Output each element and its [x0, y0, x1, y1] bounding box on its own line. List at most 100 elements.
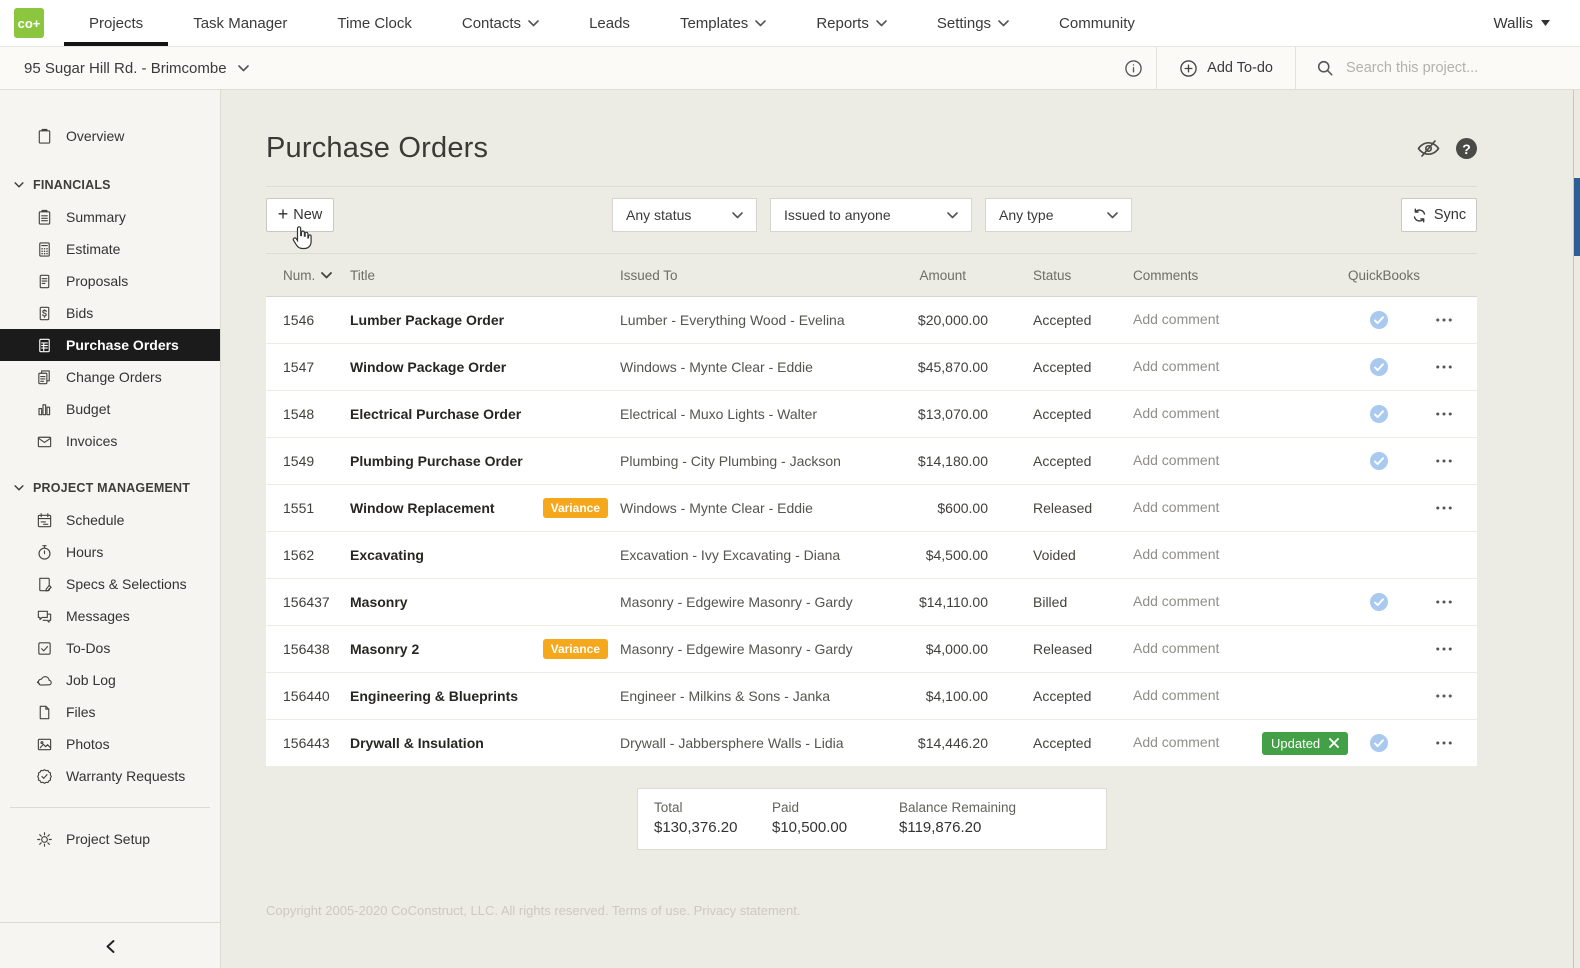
search-input[interactable]	[1346, 60, 1536, 76]
user-menu[interactable]: Wallis	[1494, 0, 1580, 46]
sidebar-section-financials[interactable]: FINANCIALS	[0, 169, 220, 201]
sidebar-item-messages[interactable]: Messages	[0, 600, 220, 632]
nav-item-projects[interactable]: Projects	[64, 0, 169, 46]
table-row[interactable]: 1546 Lumber Package Order Lumber - Everyth…	[266, 297, 1477, 344]
sidebar-item-label: Messages	[66, 608, 130, 624]
sidebar-item-change-orders[interactable]: Change Orders	[0, 361, 220, 393]
add-comment-link[interactable]: Add comment	[1133, 311, 1220, 327]
eye-slash-icon[interactable]	[1416, 138, 1441, 159]
type-filter-dropdown[interactable]: Any type	[985, 198, 1132, 232]
po-issued-to: Windows - Mynte Clear - Eddie	[620, 359, 813, 375]
row-menu-button[interactable]	[1432, 408, 1456, 420]
main-nav: Projects Task Manager Time Clock Contacts Le…	[64, 0, 1160, 46]
po-quickbooks-cell	[1348, 452, 1410, 470]
row-menu-button[interactable]	[1432, 690, 1456, 702]
sidebar-item-warranty-requests[interactable]: Warranty Requests	[0, 760, 220, 792]
column-header-num[interactable]: Num.	[283, 268, 350, 283]
nav-item-time-clock[interactable]: Time Clock	[312, 0, 436, 46]
status-filter-dropdown[interactable]: Any status	[612, 198, 757, 232]
po-menu-cell	[1410, 737, 1477, 749]
sync-button[interactable]: Sync	[1401, 198, 1477, 232]
row-menu-button[interactable]	[1432, 502, 1456, 514]
nav-item-settings[interactable]: Settings	[912, 0, 1034, 46]
sidebar-section-project-management[interactable]: PROJECT MANAGEMENT	[0, 472, 220, 504]
sidebar-item-purchase-orders[interactable]: Purchase Orders	[0, 329, 220, 361]
sidebar-collapse-button[interactable]	[0, 922, 220, 968]
nav-item-leads[interactable]: Leads	[564, 0, 655, 46]
row-menu-button[interactable]	[1432, 643, 1456, 655]
sidebar-item-bids[interactable]: Bids	[0, 297, 220, 329]
add-comment-link[interactable]: Add comment	[1133, 546, 1220, 562]
add-todo-button[interactable]: Add To-do	[1157, 47, 1295, 89]
po-title-cell: Excavating	[350, 547, 620, 563]
table-row[interactable]: 156440 Engineering & Blueprints Engineer -…	[266, 673, 1477, 720]
sidebar-item-to-dos[interactable]: To-Dos	[0, 632, 220, 664]
divider	[266, 186, 1477, 187]
add-comment-link[interactable]: Add comment	[1133, 405, 1220, 421]
sidebar-item-files[interactable]: Files	[0, 696, 220, 728]
scrollbar[interactable]	[1573, 88, 1580, 968]
sidebar-item-schedule[interactable]: Schedule	[0, 504, 220, 536]
sidebar-item-overview[interactable]: Overview	[0, 120, 220, 152]
sidebar-item-estimate[interactable]: Estimate	[0, 233, 220, 265]
nav-item-label: Task Manager	[193, 14, 288, 32]
sidebar-item-specs-selections[interactable]: Specs & Selections	[0, 568, 220, 600]
table-row[interactable]: 1549 Plumbing Purchase Order Plumbing - Ci…	[266, 438, 1477, 485]
add-comment-link[interactable]: Add comment	[1133, 734, 1220, 750]
row-menu-button[interactable]	[1432, 455, 1456, 467]
table-row[interactable]: 156437 Masonry Masonry - Edgewire Masonry …	[266, 579, 1477, 626]
po-menu-cell	[1410, 643, 1477, 655]
table-row[interactable]: 156438 Masonry 2 Variance Masonry - Edgewir…	[266, 626, 1477, 673]
row-menu-button[interactable]	[1432, 737, 1456, 749]
sidebar-item-label: Estimate	[66, 241, 121, 257]
add-comment-link[interactable]: Add comment	[1133, 687, 1220, 703]
row-menu-button[interactable]	[1432, 314, 1456, 326]
table-row[interactable]: 1562 Excavating Excavation - Ivy Excavatin…	[266, 532, 1477, 579]
project-info-button[interactable]	[1110, 47, 1156, 89]
top-nav: co+ Projects Task Manager Time Clock Contac…	[0, 0, 1580, 47]
summary-icon	[35, 209, 53, 226]
sidebar-item-label: Proposals	[66, 273, 129, 289]
sidebar-item-summary[interactable]: Summary	[0, 201, 220, 233]
add-comment-link[interactable]: Add comment	[1133, 640, 1220, 656]
table-row[interactable]: 1547 Window Package Order Windows - Mynte …	[266, 344, 1477, 391]
table-row[interactable]: 1551 Window Replacement Variance Windows - …	[266, 485, 1477, 532]
updated-badge[interactable]: Updated	[1262, 731, 1349, 755]
po-number: 1546	[283, 312, 315, 328]
nav-item-community[interactable]: Community	[1034, 0, 1160, 46]
row-menu-button[interactable]	[1432, 361, 1456, 373]
quickbooks-synced-icon	[1370, 452, 1388, 470]
help-icon[interactable]: ?	[1456, 138, 1477, 159]
project-selector[interactable]: 95 Sugar Hill Rd. - Brimcombe	[24, 47, 249, 89]
terms-link[interactable]: Terms of use.	[611, 903, 690, 918]
po-comments-cell: Add comment	[1133, 452, 1262, 470]
nav-item-templates[interactable]: Templates	[655, 0, 791, 46]
sidebar-item-proposals[interactable]: Proposals	[0, 265, 220, 297]
new-purchase-order-button[interactable]: + New	[266, 198, 334, 232]
sidebar-item-job-log[interactable]: Job Log	[0, 664, 220, 696]
close-icon[interactable]	[1329, 738, 1340, 748]
nav-item-task-manager[interactable]: Task Manager	[168, 0, 312, 46]
table-row[interactable]: 156443 Drywall & Insulation Drywall - Jabb…	[266, 720, 1477, 767]
privacy-link[interactable]: Privacy statement.	[693, 903, 801, 918]
sidebar-item-project-setup[interactable]: Project Setup	[0, 823, 220, 855]
issued-to-filter-dropdown[interactable]: Issued to anyone	[770, 198, 972, 232]
quickbooks-synced-icon	[1370, 358, 1388, 376]
sidebar-item-invoices[interactable]: Invoices	[0, 425, 220, 457]
sidebar-item-photos[interactable]: Photos	[0, 728, 220, 760]
sidebar-item-budget[interactable]: Budget	[0, 393, 220, 425]
add-comment-link[interactable]: Add comment	[1133, 499, 1220, 515]
column-header-title: Title	[350, 267, 376, 283]
add-comment-link[interactable]: Add comment	[1133, 593, 1220, 609]
table-row[interactable]: 1548 Electrical Purchase Order Electrical …	[266, 391, 1477, 438]
sidebar-item-hours[interactable]: Hours	[0, 536, 220, 568]
row-menu-button[interactable]	[1432, 596, 1456, 608]
scrollbar-thumb[interactable]	[1574, 178, 1580, 256]
add-comment-link[interactable]: Add comment	[1133, 452, 1220, 468]
chevron-down-icon	[237, 64, 249, 72]
app-logo[interactable]: co+	[14, 8, 44, 38]
nav-item-contacts[interactable]: Contacts	[437, 0, 564, 46]
add-comment-link[interactable]: Add comment	[1133, 358, 1220, 374]
nav-item-reports[interactable]: Reports	[791, 0, 912, 46]
